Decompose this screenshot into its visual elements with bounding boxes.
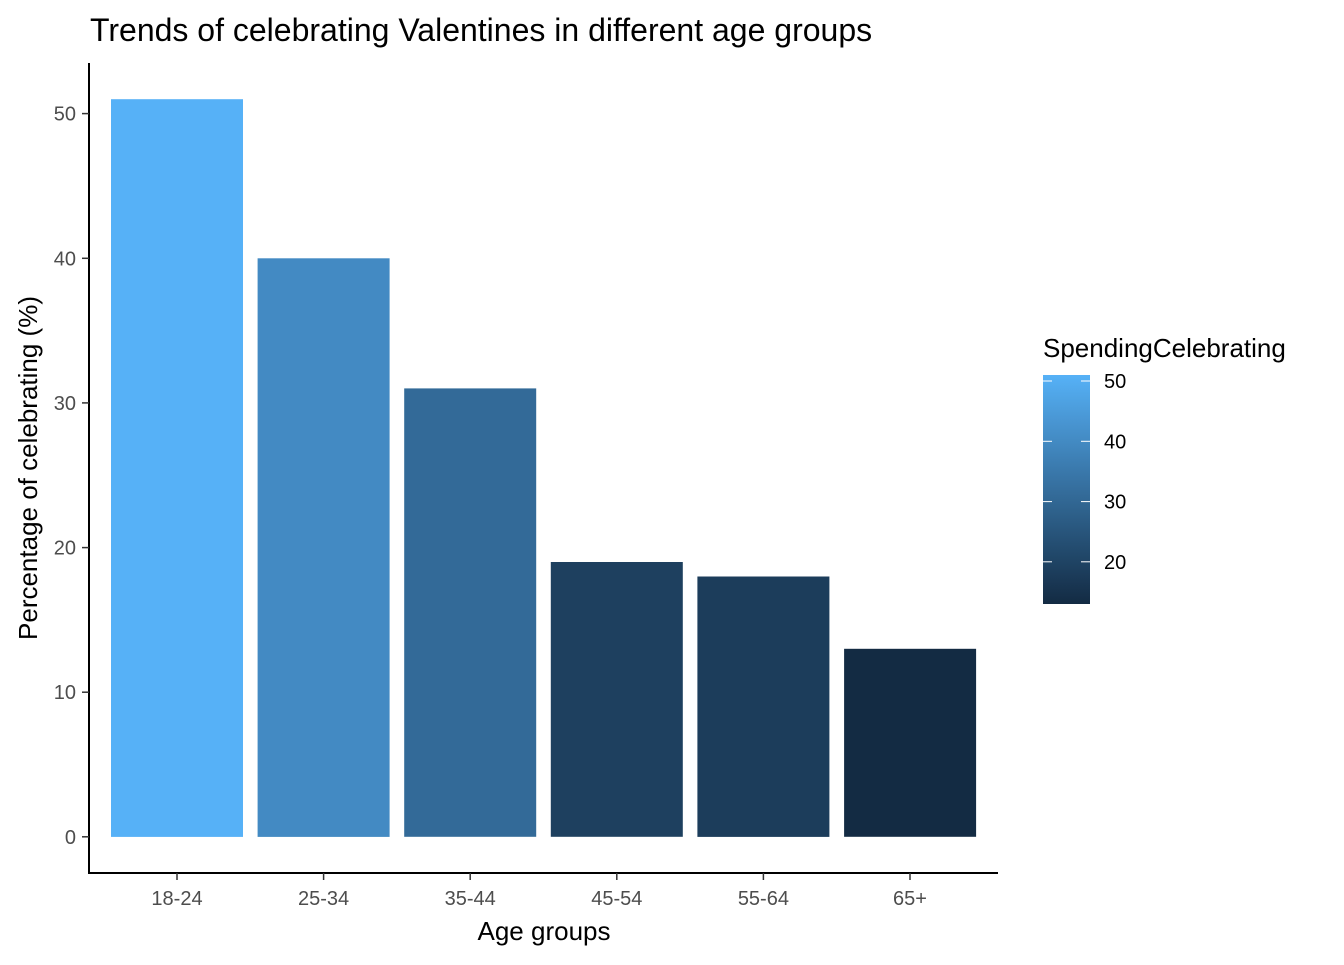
bar-45-54 (550, 562, 683, 837)
legend: SpendingCelebrating 20 30 40 50 (1043, 333, 1286, 604)
x-ticks-group: 18-24 25-34 35-44 45-54 55-64 65+ (151, 873, 927, 910)
y-ticks-group: 0 10 20 30 40 50 (54, 104, 89, 849)
x-tick-label: 18-24 (151, 888, 202, 910)
bar-35-44 (404, 388, 537, 837)
x-tick-label: 45-54 (591, 888, 642, 910)
y-tick-label: 40 (54, 248, 76, 270)
y-axis-title: Percentage of celebrating (%) (13, 296, 43, 640)
legend-tick-label: 50 (1104, 371, 1126, 393)
bar-55-64 (697, 576, 830, 837)
y-tick-label: 50 (54, 104, 76, 126)
x-tick-label: 25-34 (298, 888, 349, 910)
legend-title: SpendingCelebrating (1043, 333, 1286, 363)
legend-colorbar (1043, 375, 1090, 604)
x-axis-title: Age groups (478, 916, 611, 946)
bar-25-34 (257, 258, 390, 837)
y-tick-label: 20 (54, 538, 76, 560)
bar-65+ (844, 648, 977, 837)
y-tick-label: 30 (54, 393, 76, 415)
y-tick-label: 0 (65, 827, 76, 849)
legend-tick-label: 30 (1104, 492, 1126, 514)
legend-tick-label: 40 (1104, 431, 1126, 453)
x-tick-label: 35-44 (445, 888, 496, 910)
y-tick-label: 10 (54, 682, 76, 704)
legend-tick-label: 20 (1104, 552, 1126, 574)
bars-group (111, 99, 977, 837)
chart-title: Trends of celebrating Valentines in diff… (90, 12, 872, 48)
bar-18-24 (111, 99, 243, 837)
x-tick-label: 55-64 (738, 888, 789, 910)
legend-ticks-group: 20 30 40 50 (1043, 371, 1126, 574)
x-tick-label: 65+ (893, 888, 927, 910)
